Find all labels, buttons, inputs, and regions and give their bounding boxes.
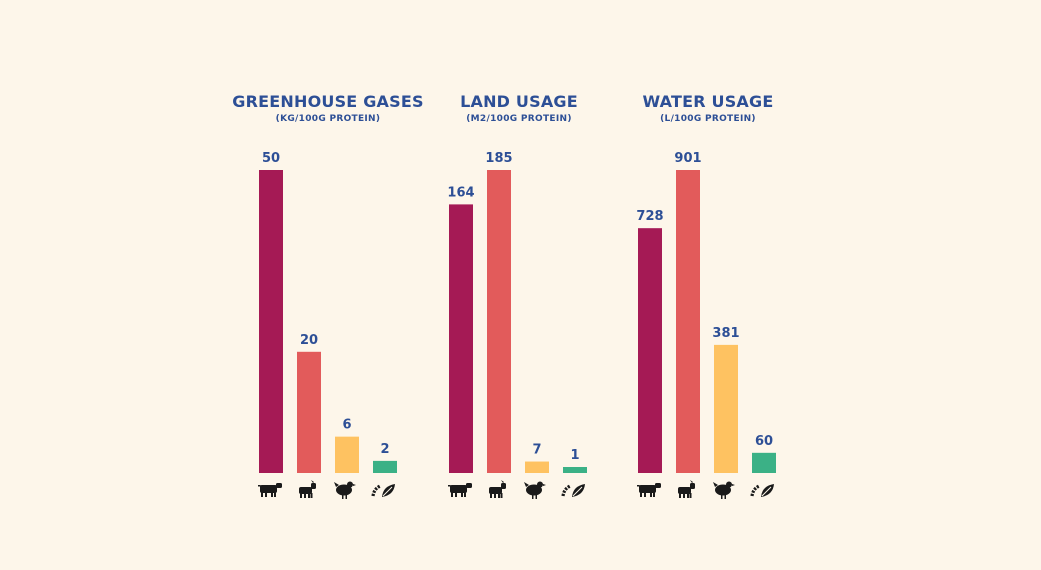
land-usage-value-label-1: 164 bbox=[447, 185, 474, 200]
cow-icon bbox=[258, 483, 282, 497]
land-usage-bar-3 bbox=[525, 461, 549, 473]
greenhouse-gases-value-label-3: 6 bbox=[342, 418, 351, 433]
land-usage-bar-1 bbox=[449, 204, 473, 473]
insect-plant-icon bbox=[750, 484, 774, 497]
greenhouse-gases-value-label-4: 2 bbox=[380, 442, 389, 457]
water-usage-bar-2 bbox=[676, 170, 700, 473]
goat-icon bbox=[678, 480, 695, 498]
land-usage-bar-2 bbox=[487, 170, 511, 473]
cow-icon bbox=[448, 483, 472, 497]
greenhouse-gases-bar-1 bbox=[259, 170, 283, 473]
land-usage-value-label-3: 7 bbox=[532, 443, 541, 458]
greenhouse-gases-bar-4 bbox=[373, 460, 397, 473]
greenhouse-gases-subtitle: (KG/100G PROTEIN) bbox=[276, 114, 381, 124]
greenhouse-gases-bar-2 bbox=[297, 351, 321, 473]
insect-plant-icon bbox=[371, 484, 395, 497]
greenhouse-gases-bar-3 bbox=[335, 436, 359, 473]
water-usage-subtitle: (L/100G PROTEIN) bbox=[660, 114, 756, 124]
water-usage-bar-3 bbox=[714, 344, 738, 473]
land-usage-value-label-2: 185 bbox=[485, 151, 512, 166]
insect-plant-icon bbox=[561, 484, 585, 497]
land-usage-subtitle: (M2/100G PROTEIN) bbox=[466, 114, 571, 124]
water-usage-value-label-3: 381 bbox=[712, 326, 739, 341]
chicken-icon bbox=[524, 481, 546, 499]
water-usage-value-label-1: 728 bbox=[636, 209, 663, 224]
water-usage-value-label-4: 60 bbox=[755, 434, 773, 449]
water-usage-bar-1 bbox=[638, 228, 662, 473]
greenhouse-gases-value-label-2: 20 bbox=[300, 333, 318, 348]
chicken-icon bbox=[713, 481, 735, 499]
land-usage-title: LAND USAGE bbox=[460, 92, 578, 111]
land-usage-bar-4 bbox=[563, 467, 587, 473]
greenhouse-gases-title: GREENHOUSE GASES bbox=[232, 92, 423, 111]
water-usage-value-label-2: 901 bbox=[674, 151, 701, 166]
water-usage-bar-4 bbox=[752, 452, 776, 473]
water-usage-title: WATER USAGE bbox=[643, 92, 774, 111]
cow-icon bbox=[637, 483, 661, 497]
greenhouse-gases-value-label-1: 50 bbox=[262, 151, 280, 166]
chicken-icon bbox=[334, 481, 356, 499]
goat-icon bbox=[489, 480, 506, 498]
land-usage-value-label-4: 1 bbox=[570, 448, 579, 463]
goat-icon bbox=[299, 480, 316, 498]
